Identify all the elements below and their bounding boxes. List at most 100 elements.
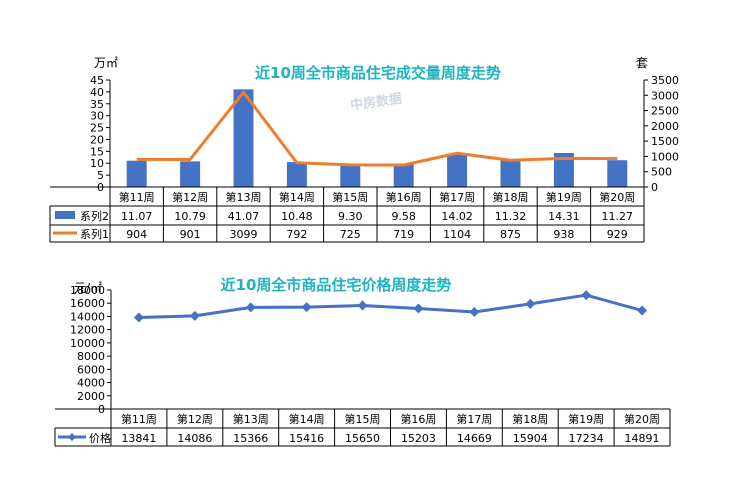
- chart1-data-label: 3099: [230, 228, 258, 241]
- chart1-category-label: 第12周: [172, 190, 208, 204]
- chart2-point: [133, 312, 144, 323]
- chart1-bar: [286, 162, 307, 187]
- chart1-data-label: 719: [393, 228, 414, 241]
- chart1-data-label: 938: [553, 228, 574, 241]
- chart1-bar: [447, 153, 468, 187]
- chart2-data-label: 15650: [345, 432, 380, 445]
- chart1-line-series: [136, 90, 618, 167]
- chart1-series-name: 系列1: [80, 227, 109, 241]
- chart1-data-label: 11.07: [121, 210, 153, 223]
- chart1-data-label: 904: [126, 228, 147, 241]
- chart2-tick-label: 2000: [77, 390, 105, 403]
- chart2-point: [245, 302, 256, 313]
- chart2-title: 近10周全市商品住宅价格周度走势: [221, 276, 452, 294]
- chart1-data-label: 11.32: [495, 210, 527, 223]
- chart2-category-label: 第11周: [121, 412, 157, 426]
- chart1-data-label: 901: [180, 228, 201, 241]
- chart2-data-label: 15366: [233, 432, 268, 445]
- chart1-data-label: 11.27: [602, 210, 634, 223]
- chart1-data-label: 9.58: [391, 210, 416, 223]
- chart1-right-tick-label: 3000: [651, 89, 679, 102]
- chart1-bar: [500, 160, 521, 187]
- chart1-left-tick-label: 20: [90, 133, 104, 146]
- chart2-data-label: 17234: [569, 432, 604, 445]
- chart2-category-label: 第14周: [289, 412, 325, 426]
- chart2-tick-label: 16000: [70, 297, 105, 310]
- chart1-data-label: 10.48: [281, 210, 313, 223]
- chart2-legend-marker: [68, 433, 76, 441]
- chart1-bar: [553, 152, 574, 187]
- chart2-point: [469, 307, 480, 318]
- chart1-category-label: 第13周: [226, 190, 262, 204]
- chart2-tick-label: 12000: [70, 324, 105, 337]
- chart2-tick-label: 14000: [70, 310, 105, 323]
- chart2-tick-label: 10000: [70, 337, 105, 350]
- chart2-category-label: 第13周: [233, 412, 269, 426]
- chart1-category-label: 第15周: [332, 190, 368, 204]
- chart1-title: 近10周全市商品住宅成交量周度走势: [255, 64, 501, 82]
- chart2-point: [413, 303, 424, 314]
- chart1-series-name: 系列2: [80, 209, 109, 223]
- chart2-data-label: 15904: [513, 432, 548, 445]
- chart1-left-tick-label: 40: [90, 86, 104, 99]
- chart1-data-label: 14.02: [441, 210, 473, 223]
- chart1-bar: [126, 160, 147, 187]
- chart1-right-tick-label: 0: [651, 181, 658, 194]
- chart1-bar: [233, 89, 254, 187]
- chart2-point: [357, 300, 368, 311]
- chart2-category-label: 第17周: [456, 412, 492, 426]
- chart2-category-label: 第20周: [624, 412, 660, 426]
- chart2-series-name: 价格: [89, 431, 111, 445]
- chart1-category-label: 第14周: [279, 190, 315, 204]
- chart1-legend-bar-swatch: [55, 211, 75, 219]
- chart2-point: [189, 310, 200, 321]
- chart1-right-tick-label: 2000: [651, 120, 679, 133]
- chart1-left-tick-label: 25: [90, 122, 104, 135]
- chart2-category-label: 第18周: [512, 412, 548, 426]
- chart2-data-label: 15203: [401, 432, 436, 445]
- chart1-data-label: 14.31: [548, 210, 580, 223]
- chart2-tick-label: 18000: [70, 284, 105, 297]
- chart1-data-label: 792: [286, 228, 307, 241]
- chart1-right-tick-label: 1500: [651, 135, 679, 148]
- chart2-data-label: 14086: [177, 432, 212, 445]
- chart2-point: [581, 290, 592, 301]
- chart2-point: [525, 298, 536, 309]
- chart2-category-label: 第12周: [177, 412, 213, 426]
- chart1-left-tick-label: 15: [90, 145, 104, 158]
- chart1-right-tick-label: 2500: [651, 105, 679, 118]
- chart1-left-unit: 万㎡: [94, 56, 118, 70]
- chart1-left-tick-label: 5: [97, 169, 104, 182]
- chart1-category-label: 第18周: [493, 190, 529, 204]
- chart1-left-tick-label: 10: [90, 157, 104, 170]
- chart2-point: [301, 302, 312, 313]
- chart1-category-label: 第20周: [599, 190, 635, 204]
- chart1-right-tick-label: 3500: [651, 74, 679, 87]
- chart2-tick-label: 6000: [77, 363, 105, 376]
- chart1-data-label: 41.07: [228, 210, 260, 223]
- chart2-tick-label: 4000: [77, 377, 105, 390]
- chart1-category-label: 第11周: [119, 190, 155, 204]
- chart1-data-label: 10.79: [174, 210, 206, 223]
- chart1-bar: [393, 164, 414, 187]
- chart2-data-label: 13841: [121, 432, 156, 445]
- chart2-unit: 元/㎡: [74, 281, 102, 295]
- chart1-bar: [340, 164, 361, 187]
- chart1-right-unit: 套: [636, 56, 648, 70]
- chart1-category-label: 第17周: [439, 190, 475, 204]
- chart1-right-tick-label: 500: [651, 166, 672, 179]
- chart2-data-label: 14669: [457, 432, 492, 445]
- chart1-data-label: 725: [340, 228, 361, 241]
- chart1-left-tick-label: 35: [90, 98, 104, 111]
- chart2-tick-label: 8000: [77, 350, 105, 363]
- chart2-data-label: 14891: [625, 432, 660, 445]
- chart2-data-label: 15416: [289, 432, 324, 445]
- chart1-data-label: 9.30: [338, 210, 363, 223]
- chart1-right-tick-label: 1000: [651, 150, 679, 163]
- chart1-data-label: 1104: [443, 228, 471, 241]
- chart1-data-label: 875: [500, 228, 521, 241]
- chart1-category-label: 第16周: [386, 190, 422, 204]
- chart1-data-label: 929: [607, 228, 628, 241]
- chart1-bar: [607, 160, 628, 187]
